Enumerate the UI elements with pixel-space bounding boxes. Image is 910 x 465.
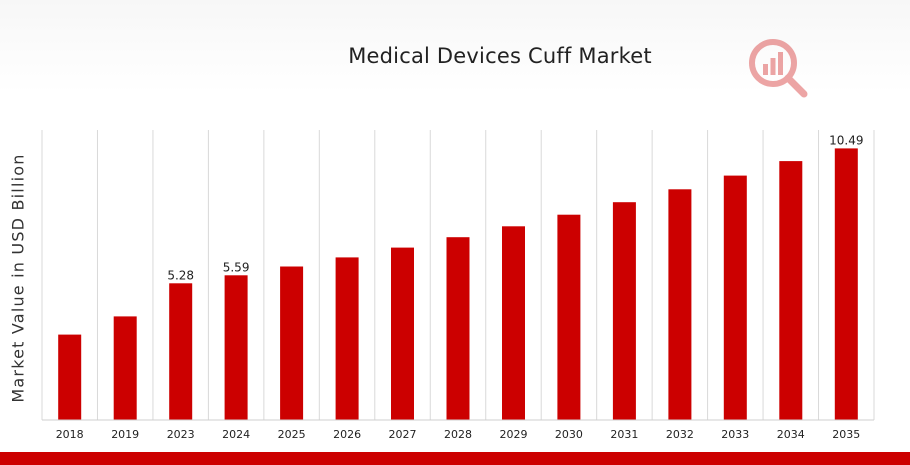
x-tick-label: 2035 xyxy=(832,428,860,441)
bar-2018 xyxy=(58,334,82,420)
x-tick-label: 2023 xyxy=(167,428,195,441)
x-tick-label: 2024 xyxy=(222,428,250,441)
x-tick-label: 2027 xyxy=(389,428,417,441)
bar-2030 xyxy=(557,214,581,420)
bar-2029 xyxy=(502,226,525,420)
x-tick-label: 2019 xyxy=(111,428,139,441)
data-labels: 5.28 5.59 10.49 xyxy=(167,133,863,282)
grid-lines xyxy=(41,130,875,420)
bar-2034 xyxy=(779,161,803,420)
bar-2027 xyxy=(391,247,414,420)
x-tick-label: 2026 xyxy=(333,428,361,441)
x-tick-label: 2029 xyxy=(500,428,528,441)
data-label-2024: 5.59 xyxy=(223,260,250,274)
chart-title: Medical Devices Cuff Market xyxy=(348,44,652,68)
data-label-2023: 5.28 xyxy=(167,268,194,282)
bar-2028 xyxy=(446,237,470,420)
bar-2019 xyxy=(113,316,137,420)
bar-2025 xyxy=(280,266,304,420)
bar-2035 xyxy=(834,148,858,420)
x-tick-label: 2028 xyxy=(444,428,472,441)
x-tick-label: 2030 xyxy=(555,428,583,441)
data-label-2035: 10.49 xyxy=(829,133,863,147)
x-tick-label: 2032 xyxy=(666,428,694,441)
x-tick-label: 2033 xyxy=(721,428,749,441)
bar-2032 xyxy=(668,189,692,420)
bar-chart-magnifier-icon xyxy=(749,39,808,98)
bar-2031 xyxy=(612,202,636,420)
x-tick-labels: 2018 2019 2023 2024 2025 2026 2027 2028 2029 2030… xyxy=(56,428,861,441)
bar-2023 xyxy=(169,283,193,420)
bar-2026 xyxy=(335,257,359,420)
x-tick-label: 2018 xyxy=(56,428,84,441)
x-tick-label: 2025 xyxy=(278,428,306,441)
bar-2033 xyxy=(723,175,747,420)
x-tick-label: 2031 xyxy=(610,428,638,441)
bars xyxy=(58,148,858,420)
bar-2024 xyxy=(224,275,248,420)
x-tick-label: 2034 xyxy=(777,428,805,441)
bottom-accent-bar xyxy=(0,452,910,465)
